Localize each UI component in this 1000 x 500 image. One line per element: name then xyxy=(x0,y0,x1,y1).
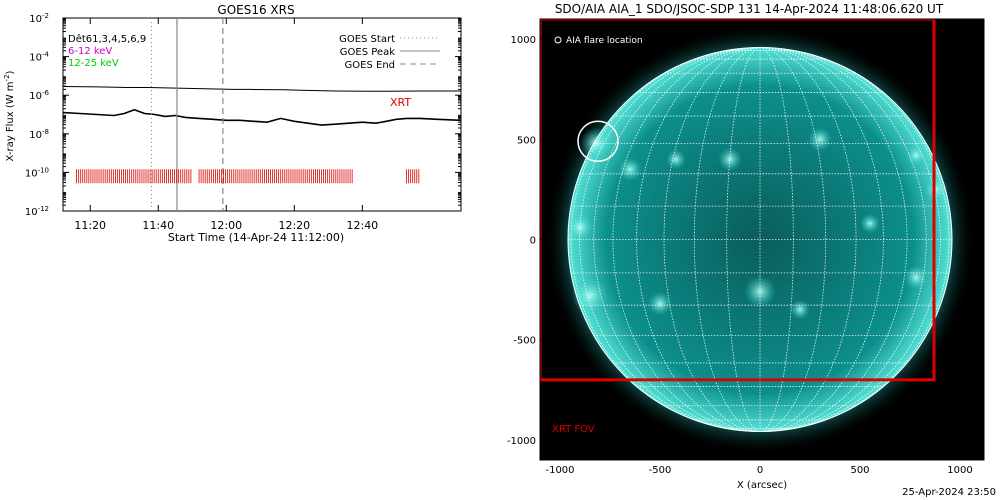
aia-y-tick-label: 1000 xyxy=(511,35,536,46)
longitude-grid-line xyxy=(693,47,761,432)
legend-right-item: GOES Start xyxy=(339,34,395,45)
aia-y-tick-label: -500 xyxy=(513,336,536,347)
active-region-brightening xyxy=(572,277,608,314)
active-region-brightening xyxy=(924,177,948,202)
legend-right-item: GOES End xyxy=(345,60,395,71)
aia-image-panel: SDO/AIA AIA_1 SDO/JSOC-SDP 131 14-Apr-20… xyxy=(507,2,985,491)
longitude-grid-line xyxy=(636,47,761,432)
aia-y-tick-label: 0 xyxy=(530,236,536,247)
goes-y-axis-label: X-ray Flux (W m-2) xyxy=(3,70,16,161)
goes-x-axis-label: Start Time (14-Apr-24 11:12:00) xyxy=(168,231,344,244)
goes-long-channel-line xyxy=(62,86,461,92)
aia-title: SDO/AIA AIA_1 SDO/JSOC-SDP 131 14-Apr-20… xyxy=(555,2,944,16)
aia-x-tick-label: 1000 xyxy=(947,465,972,476)
aia-y-tick-label: 500 xyxy=(517,135,536,146)
goes-xrs-chart: GOES16 XRS 10-2 10-4 10-6 10-8 10-10 10-12 11… xyxy=(3,3,462,244)
flare-legend-label: AIA flare location xyxy=(566,36,643,46)
aia-x-tick-label: 500 xyxy=(850,465,869,476)
flare-legend: AIA flare location xyxy=(554,36,643,46)
flare-legend-symbol xyxy=(554,36,562,44)
longitude-grid-line xyxy=(579,47,761,432)
xrt-fov-rectangle xyxy=(540,19,936,382)
x-tick-label: 11:40 xyxy=(142,219,174,232)
legend-left-item: 12-25 keV xyxy=(68,58,119,69)
y-tick-label: 10-4 xyxy=(29,51,49,64)
legend-right-item: GOES Peak xyxy=(340,47,395,58)
solar-limb xyxy=(567,47,953,432)
longitude-grid-line xyxy=(759,47,927,432)
longitude-grid-line xyxy=(612,47,761,432)
longitude-grid-line xyxy=(593,47,761,432)
longitude-grid-line xyxy=(759,47,941,432)
active-region-brightening xyxy=(808,127,832,152)
y-tick-label: 10-10 xyxy=(25,166,49,179)
flare-location-circle xyxy=(577,120,619,163)
longitude-grid-line xyxy=(759,47,857,432)
aia-x-tick-label: -500 xyxy=(649,465,672,476)
x-tick-label: 11:20 xyxy=(74,219,106,232)
x-tick-label: 12:20 xyxy=(278,219,310,232)
legend-left-item: 6-12 keV xyxy=(68,46,112,57)
aia-x-axis-label: X (arcsec) xyxy=(737,480,787,491)
goes-chart-title: GOES16 XRS xyxy=(217,3,294,17)
timestamp: 25-Apr-2024 23:50 xyxy=(902,487,996,498)
longitude-grid-line xyxy=(759,47,908,432)
goes-plot-frame xyxy=(62,17,462,212)
goes-y-axis-label-close: ) xyxy=(5,70,16,74)
longitude-grid-line xyxy=(663,47,761,432)
active-region-brightening xyxy=(904,265,928,290)
longitude-grid-line xyxy=(759,47,827,432)
y-tick-label: 10-12 xyxy=(25,205,49,218)
longitude-grid-line xyxy=(726,47,761,432)
x-tick-label: 12:00 xyxy=(210,219,242,232)
active-region-brightening xyxy=(860,213,880,234)
goes-short-channel-line xyxy=(62,108,462,126)
active-region-brightening xyxy=(790,299,810,320)
active-region-brightening xyxy=(906,145,926,166)
goes-y-axis-label-main: X-ray Flux (W m xyxy=(5,81,16,161)
x-tick-label: 12:40 xyxy=(346,219,378,232)
longitude-grid-line xyxy=(759,47,794,432)
active-region-brightening xyxy=(666,149,686,170)
aia-x-tick-label: 0 xyxy=(757,465,763,476)
aia-y-tick-label: -1000 xyxy=(507,436,536,447)
aia-x-tick-label: -1000 xyxy=(545,465,574,476)
active-region-brightening xyxy=(648,291,672,316)
xrt-label: XRT xyxy=(390,96,411,109)
y-tick-label: 10-2 xyxy=(29,12,49,25)
y-tick-label: 10-8 xyxy=(29,128,49,141)
longitude-grid-line xyxy=(759,47,884,432)
y-tick-label: 10-6 xyxy=(29,89,49,102)
active-region-brightening xyxy=(718,147,742,172)
legend-left-item: Dêt61,3,4,5,6,9 xyxy=(68,33,146,45)
active-region-brightening xyxy=(618,157,642,182)
xrt-fov-label: XRT FOV xyxy=(552,424,595,435)
goes-y-axis-label-sup: -2 xyxy=(3,74,11,81)
